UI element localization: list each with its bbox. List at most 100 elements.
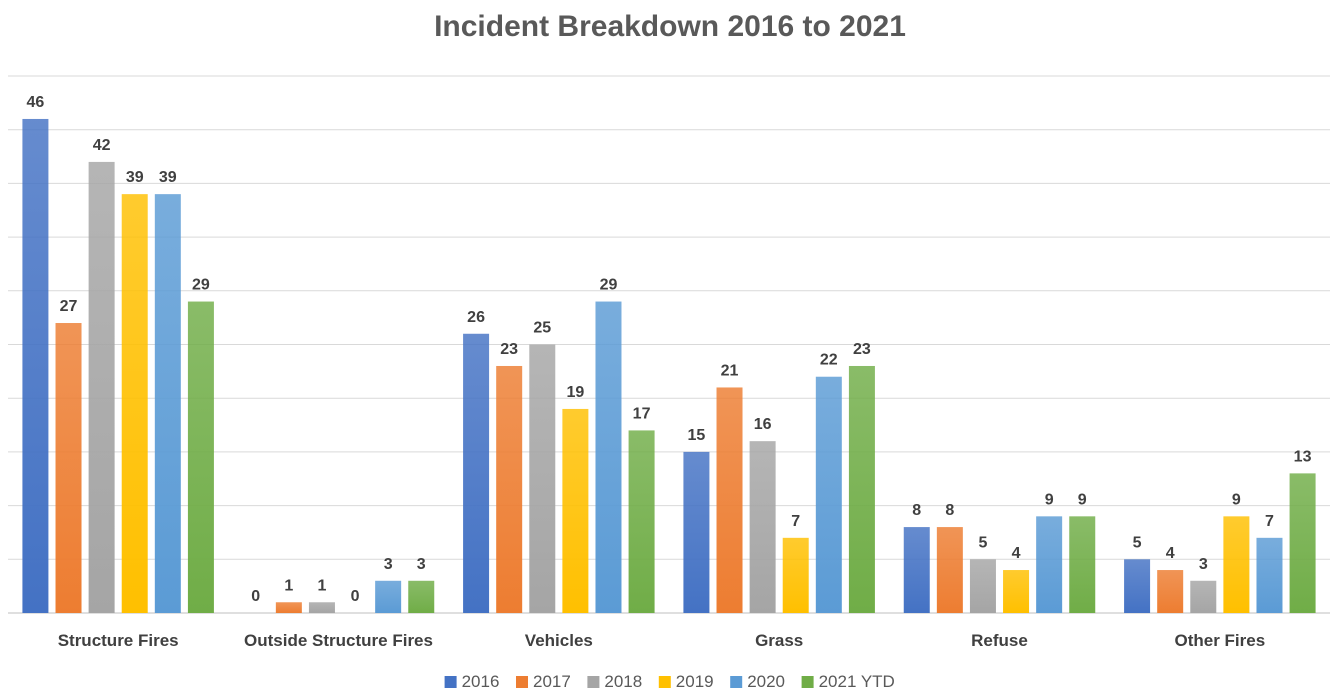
data-label: 39 <box>126 169 144 186</box>
data-label: 3 <box>417 556 426 573</box>
data-label: 42 <box>93 137 111 154</box>
data-label: 22 <box>820 352 838 369</box>
legend-label: 2016 <box>462 672 500 691</box>
bar-2017 <box>496 365 523 613</box>
data-label: 15 <box>688 427 706 444</box>
legend-label: 2020 <box>747 672 785 691</box>
chart-title: Incident Breakdown 2016 to 2021 <box>434 10 906 43</box>
bar-2021-ytd <box>1289 473 1316 613</box>
legend-swatch <box>658 676 671 688</box>
data-label: 3 <box>384 556 393 573</box>
bar-2020 <box>375 580 402 613</box>
data-label: 16 <box>754 416 772 433</box>
data-label: 9 <box>1078 491 1087 508</box>
legend-swatch <box>516 676 528 688</box>
data-label: 39 <box>159 169 177 186</box>
data-label: 27 <box>60 298 78 315</box>
category-label: Grass <box>755 631 803 650</box>
bar-2017 <box>716 387 743 613</box>
legend-swatch <box>587 676 600 688</box>
data-label: 7 <box>791 513 800 530</box>
bar-2018 <box>1190 580 1217 613</box>
bar-2018 <box>88 161 115 614</box>
bars <box>22 118 1316 614</box>
bar-2020 <box>1036 516 1063 613</box>
data-label: 19 <box>566 384 584 401</box>
bar-2019 <box>1003 570 1030 613</box>
data-label: 23 <box>500 341 518 358</box>
legend-swatch <box>730 676 743 688</box>
category-label: Structure Fires <box>58 631 179 650</box>
bar-2016 <box>22 118 49 614</box>
legend-label: 2021 YTD <box>819 672 895 691</box>
bar-2016 <box>463 333 490 613</box>
data-label: 23 <box>853 341 871 358</box>
bar-2017 <box>275 602 302 613</box>
bar-2017 <box>55 323 82 613</box>
legend-item: 2019 <box>658 672 714 691</box>
data-label: 46 <box>27 94 45 111</box>
bar-2020 <box>595 301 622 613</box>
data-label: 29 <box>192 277 210 294</box>
data-label: 17 <box>633 405 651 422</box>
data-label: 25 <box>533 320 551 337</box>
bar-2018 <box>969 559 996 613</box>
data-label: 7 <box>1265 513 1274 530</box>
bar-2018 <box>529 344 556 613</box>
bar-2020 <box>1256 537 1283 613</box>
bar-2017 <box>936 527 963 613</box>
data-label: 0 <box>251 588 260 605</box>
data-label: 3 <box>1199 556 1208 573</box>
legend-label: 2019 <box>676 672 714 691</box>
legend-item: 2020 <box>730 672 785 691</box>
bar-2021-ytd <box>408 580 435 613</box>
bar-2016 <box>683 451 710 613</box>
legend-item: 2016 <box>444 672 500 691</box>
bar-2021-ytd <box>1069 516 1096 613</box>
data-label: 21 <box>721 362 739 379</box>
bar-2016 <box>903 527 930 613</box>
bar-2018 <box>749 441 776 613</box>
legend-label: 2017 <box>533 672 571 691</box>
legend: 2016 2017 2018 2019 2020 2021 YTD <box>444 672 895 691</box>
bar-2018 <box>308 602 335 613</box>
data-label: 0 <box>351 588 360 605</box>
data-label: 29 <box>600 277 618 294</box>
legend-swatch <box>444 676 457 688</box>
data-label: 9 <box>1232 491 1241 508</box>
data-label: 5 <box>978 534 987 551</box>
bar-2021-ytd <box>187 301 214 613</box>
category-label: Other Fires <box>1174 631 1265 650</box>
bar-2019 <box>1223 516 1250 613</box>
bar-2021-ytd <box>848 365 875 613</box>
bar-2019 <box>121 194 148 613</box>
legend-item: 2017 <box>516 672 571 691</box>
data-label: 4 <box>1012 545 1021 562</box>
legend-item: 2021 YTD <box>801 672 895 691</box>
data-label: 4 <box>1166 545 1175 562</box>
category-label: Vehicles <box>525 631 593 650</box>
bar-2017 <box>1157 570 1184 613</box>
data-label: 13 <box>1294 448 1312 465</box>
bar-2019 <box>562 408 589 613</box>
gridlines <box>8 75 1330 614</box>
data-label: 1 <box>284 577 293 594</box>
legend-swatch <box>801 676 814 688</box>
data-label: 5 <box>1133 534 1142 551</box>
category-label: Refuse <box>971 631 1028 650</box>
bar-2021-ytd <box>628 430 655 613</box>
data-label: 8 <box>912 502 921 519</box>
legend-label: 2018 <box>604 672 642 691</box>
category-label: Outside Structure Fires <box>244 631 433 650</box>
bar-2016 <box>1124 559 1151 613</box>
bar-2019 <box>782 537 809 613</box>
bar-2020 <box>815 376 842 613</box>
category-labels: Structure Fires Outside Structure Fires Ve… <box>58 631 1265 650</box>
data-label: 1 <box>317 577 326 594</box>
data-label: 8 <box>945 502 954 519</box>
data-label: 9 <box>1045 491 1054 508</box>
bar-2020 <box>154 194 181 613</box>
data-label: 26 <box>467 309 485 326</box>
